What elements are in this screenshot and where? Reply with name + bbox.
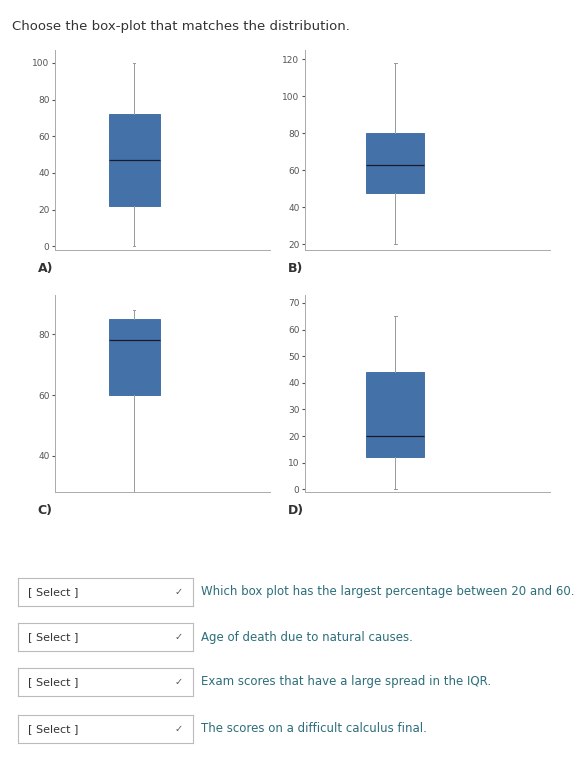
Text: B): B) bbox=[287, 262, 303, 275]
Text: ✓: ✓ bbox=[175, 632, 183, 642]
Text: The scores on a difficult calculus final.: The scores on a difficult calculus final… bbox=[201, 723, 427, 735]
PathPatch shape bbox=[109, 319, 160, 395]
Text: Choose the box-plot that matches the distribution.: Choose the box-plot that matches the dis… bbox=[12, 20, 350, 33]
Text: Exam scores that have a large spread in the IQR.: Exam scores that have a large spread in … bbox=[201, 676, 491, 688]
Text: [ Select ]: [ Select ] bbox=[29, 677, 79, 687]
Text: [ Select ]: [ Select ] bbox=[29, 587, 79, 597]
Text: C): C) bbox=[37, 504, 53, 517]
Text: ✓: ✓ bbox=[175, 677, 183, 687]
PathPatch shape bbox=[366, 133, 424, 193]
Text: [ Select ]: [ Select ] bbox=[29, 724, 79, 734]
Text: Age of death due to natural causes.: Age of death due to natural causes. bbox=[201, 630, 413, 644]
PathPatch shape bbox=[366, 372, 424, 457]
PathPatch shape bbox=[109, 114, 160, 206]
Text: [ Select ]: [ Select ] bbox=[29, 632, 79, 642]
Text: ✓: ✓ bbox=[175, 587, 183, 597]
Text: ✓: ✓ bbox=[175, 724, 183, 734]
Text: Which box plot has the largest percentage between 20 and 60.: Which box plot has the largest percentag… bbox=[201, 586, 574, 598]
Text: A): A) bbox=[37, 262, 53, 275]
Text: D): D) bbox=[287, 504, 304, 517]
